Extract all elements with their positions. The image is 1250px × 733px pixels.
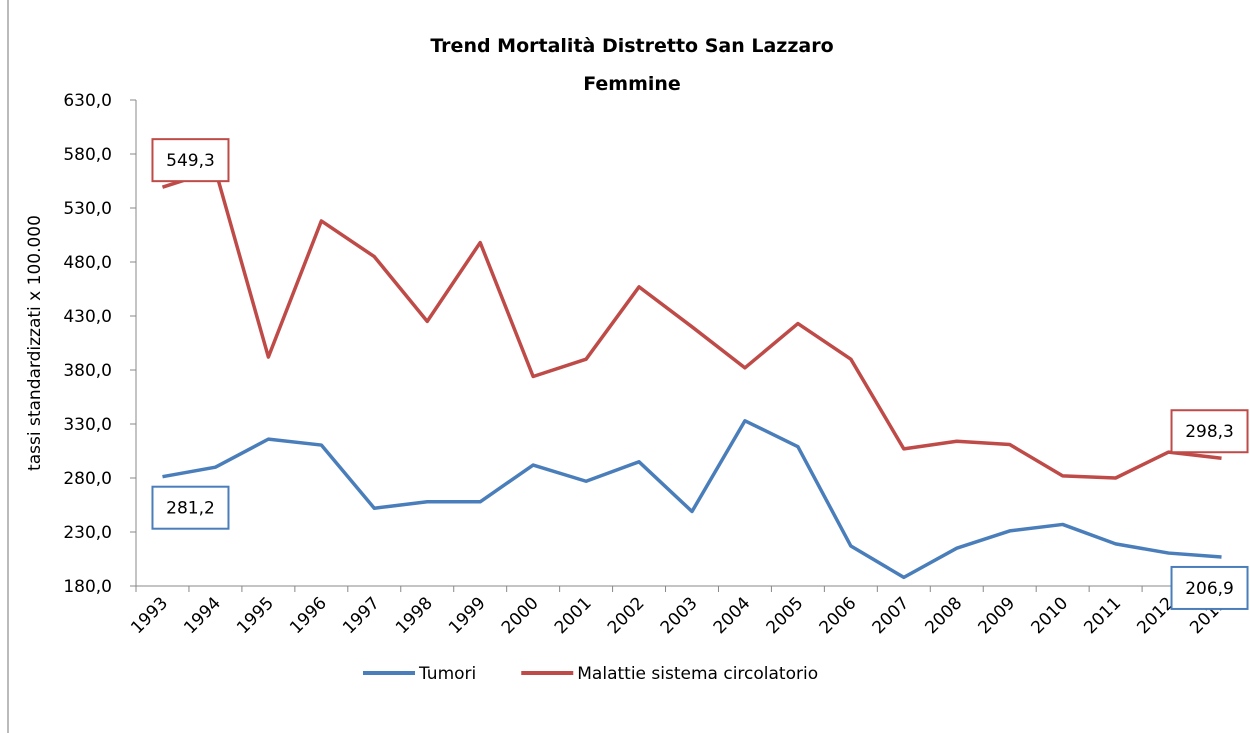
chart-title: Trend Mortalità Distretto San Lazzaro [430, 35, 833, 57]
data-label: 298,3 [1185, 422, 1234, 442]
data-label: 281,2 [166, 499, 215, 519]
legend-label: Tumori [418, 664, 476, 684]
series-line [161, 168, 1222, 480]
x-tick-label: 2002 [604, 593, 649, 638]
y-tick-label: 630,0 [63, 91, 112, 111]
x-tick-label: 1998 [392, 593, 437, 638]
x-tick-label: 1995 [233, 593, 278, 638]
y-tick-label: 180,0 [63, 577, 112, 597]
x-tick-label: 2007 [869, 593, 914, 638]
y-tick-label: 580,0 [63, 145, 112, 165]
x-tick-label: 1996 [286, 593, 331, 638]
y-tick-label: 230,0 [63, 523, 112, 543]
y-axis-label: tassi standardizzati x 100.000 [25, 215, 45, 471]
data-label-box [1170, 409, 1249, 454]
data-label: 549,3 [166, 151, 215, 171]
x-tick-label: 2003 [657, 593, 702, 638]
chart-subtitle: Femmine [583, 73, 681, 95]
y-tick-label: 330,0 [63, 415, 112, 435]
data-label-box [151, 485, 230, 530]
x-tick-label: 2008 [922, 593, 967, 638]
x-tick-label: 1999 [445, 593, 490, 638]
data-label-box [151, 138, 230, 183]
y-tick-label: 380,0 [63, 361, 112, 381]
x-tick-label: 2005 [763, 593, 808, 638]
x-tick-label: 2006 [816, 593, 861, 638]
x-tick-label: 2009 [975, 593, 1020, 638]
series-line [162, 419, 1222, 580]
x-tick-label: 2000 [498, 593, 543, 638]
y-tick-label: 280,0 [63, 469, 112, 489]
x-tick-label: 2011 [1080, 593, 1125, 638]
x-tick-label: 1997 [339, 593, 384, 638]
x-tick-label: 1994 [180, 593, 225, 638]
data-label: 206,9 [1185, 579, 1234, 599]
y-tick-label: 530,0 [63, 199, 112, 219]
data-label-box [1170, 565, 1249, 610]
x-tick-label: 2001 [551, 593, 596, 638]
x-tick-label: 1993 [127, 593, 172, 638]
y-tick-label: 430,0 [63, 307, 112, 327]
x-tick-label: 2010 [1027, 593, 1072, 638]
y-tick-label: 480,0 [63, 253, 112, 273]
legend-label: Malattie sistema circolatorio [577, 664, 818, 684]
x-tick-label: 2004 [710, 593, 755, 638]
